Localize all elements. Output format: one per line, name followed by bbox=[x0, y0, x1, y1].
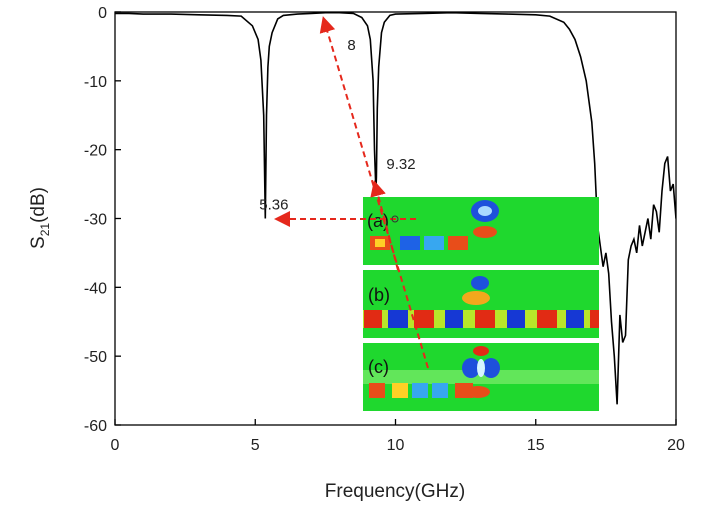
inset-label-c: (c) bbox=[368, 357, 389, 377]
annotation-8: 8 bbox=[347, 37, 355, 54]
inset-a: (a) bbox=[363, 197, 599, 265]
y-tick-label: -40 bbox=[84, 280, 107, 297]
x-tick-label: 5 bbox=[251, 437, 260, 454]
inset-label-b: (b) bbox=[368, 285, 390, 305]
y-tick-label: -10 bbox=[84, 74, 107, 91]
annotation-arrows bbox=[274, 16, 429, 369]
inset-b: (b) bbox=[363, 270, 599, 338]
x-tick-label: 10 bbox=[387, 437, 405, 454]
y-tick-label: -20 bbox=[84, 143, 107, 160]
y-tick-label: 0 bbox=[98, 5, 107, 22]
x-tick-label: 15 bbox=[527, 437, 545, 454]
field-insets: (a) (b) bbox=[363, 197, 599, 411]
x-axis: 0 5 10 15 20 bbox=[111, 419, 685, 454]
probe-marker bbox=[391, 215, 399, 223]
svg-text:S21(dB): S21(dB) bbox=[28, 187, 52, 249]
x-tick-label: 20 bbox=[667, 437, 685, 454]
arrow-to-9-32 bbox=[370, 180, 399, 271]
y-axis-title-main: S bbox=[28, 236, 49, 249]
y-tick-label: -60 bbox=[84, 418, 107, 435]
y-axis-title-sub: 21 bbox=[38, 223, 52, 237]
y-tick-label: -50 bbox=[84, 349, 107, 366]
x-tick-label: 0 bbox=[111, 437, 120, 454]
x-axis-title: Frequency(GHz) bbox=[325, 481, 465, 502]
y-tick-label: -30 bbox=[84, 212, 107, 229]
y-axis: 0 -10 -20 -30 -40 -50 -60 bbox=[84, 5, 121, 435]
annotation-9-32: 9.32 bbox=[386, 156, 415, 173]
y-axis-title-unit: (dB) bbox=[28, 187, 49, 223]
annotation-5-36: 5.36 bbox=[259, 197, 288, 214]
y-axis-title: S21(dB) bbox=[28, 187, 52, 249]
inset-c: (c) bbox=[363, 343, 599, 411]
series-line bbox=[115, 12, 676, 405]
